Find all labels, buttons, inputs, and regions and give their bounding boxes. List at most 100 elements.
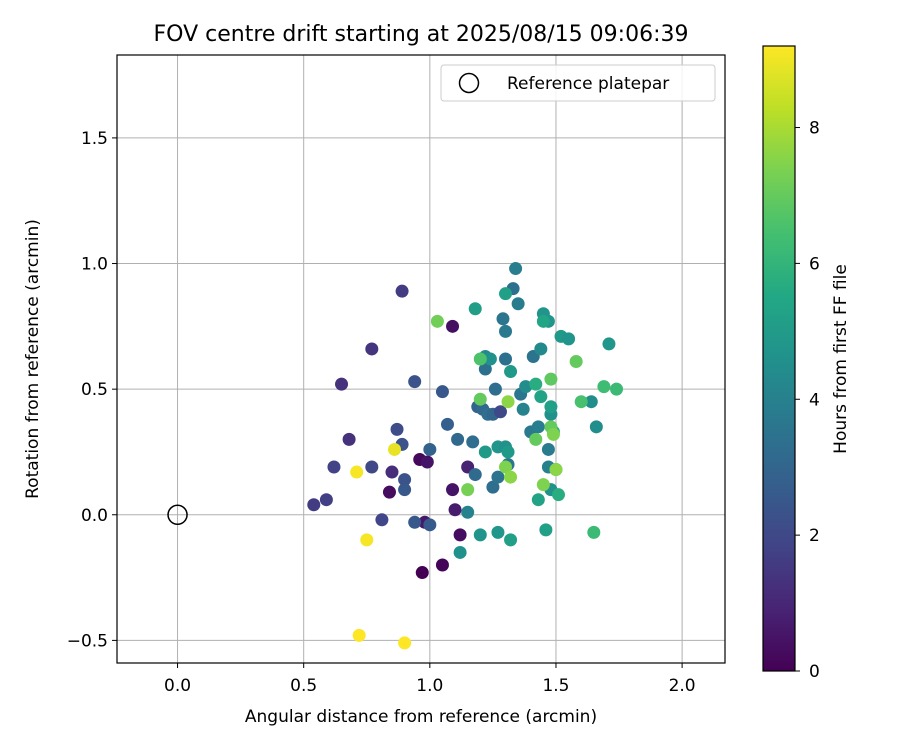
data-point <box>327 460 341 474</box>
data-point <box>499 287 513 301</box>
data-point <box>536 478 550 492</box>
x-tick-label: 0.0 <box>164 676 191 696</box>
colorbar-tick-label: 2 <box>809 526 820 546</box>
data-point <box>473 352 487 366</box>
y-tick-label: 0.5 <box>81 380 108 400</box>
data-point <box>365 342 379 356</box>
data-point <box>511 297 525 311</box>
data-point <box>307 498 321 512</box>
reference-platepar-marker <box>167 504 188 526</box>
colorbar-gradient <box>762 45 796 672</box>
plot-frame <box>116 54 726 664</box>
data-point <box>597 380 611 394</box>
data-point <box>531 493 545 507</box>
data-point <box>519 380 533 394</box>
data-point <box>453 545 467 559</box>
data-point <box>569 355 583 369</box>
data-point <box>468 468 482 482</box>
data-point <box>499 352 513 366</box>
data-point <box>478 445 492 459</box>
data-point <box>440 417 454 431</box>
data-point <box>352 628 366 642</box>
data-point <box>385 465 399 479</box>
data-point <box>335 377 349 391</box>
data-points <box>307 262 624 650</box>
data-point <box>382 485 396 499</box>
data-point <box>516 402 530 416</box>
legend-label: Reference platepar <box>507 74 669 94</box>
x-axis-ticks: 0.0 0.5 1.0 1.5 2.0 <box>164 663 696 696</box>
data-point <box>415 566 429 580</box>
data-point <box>587 525 601 539</box>
data-point <box>551 488 565 502</box>
data-point <box>451 432 465 446</box>
data-point <box>602 337 616 351</box>
data-point <box>468 302 482 316</box>
reference-point <box>167 504 188 526</box>
data-point <box>448 503 462 517</box>
data-point <box>461 483 475 497</box>
data-point <box>461 505 475 519</box>
colorbar-tick-label: 0 <box>809 662 820 682</box>
data-point <box>388 442 402 456</box>
chart-title: FOV centre drift starting at 2025/08/15 … <box>154 22 689 47</box>
data-point <box>504 365 518 379</box>
data-point <box>499 460 513 474</box>
data-point <box>499 324 513 338</box>
data-point <box>546 427 560 441</box>
y-axis-label: Rotation from reference (arcmin) <box>23 219 43 499</box>
data-point <box>375 513 389 527</box>
colorbar-ticks: 0 2 4 6 8 <box>795 119 820 682</box>
data-point <box>435 385 449 399</box>
data-point <box>491 470 505 484</box>
data-point <box>488 382 502 396</box>
data-point <box>529 377 543 391</box>
data-point <box>501 395 515 409</box>
legend-box <box>440 64 716 102</box>
data-point <box>360 533 374 547</box>
data-point <box>398 473 412 487</box>
data-point <box>536 314 550 328</box>
data-point <box>483 352 497 366</box>
data-point <box>446 483 460 497</box>
data-point <box>501 445 515 459</box>
data-point <box>544 372 558 386</box>
data-point <box>541 442 555 456</box>
y-tick-label: −0.5 <box>67 631 108 651</box>
colorbar-tick-label: 8 <box>809 119 820 139</box>
data-point <box>589 420 603 434</box>
data-point <box>486 480 500 494</box>
data-point <box>420 455 434 469</box>
data-point <box>491 525 505 539</box>
data-point <box>504 470 518 484</box>
grid <box>117 55 725 663</box>
colorbar-label: Hours from first FF file <box>831 264 851 454</box>
data-point <box>395 284 409 298</box>
data-point <box>549 463 563 477</box>
data-point <box>531 420 545 434</box>
data-point <box>408 515 422 529</box>
data-point <box>610 382 624 396</box>
colorbar-tick-label: 6 <box>809 254 820 274</box>
data-point <box>342 432 356 446</box>
y-axis-ticks: −0.5 0.0 0.5 1.0 1.5 <box>67 129 117 651</box>
data-point <box>493 405 507 419</box>
data-point <box>529 432 543 446</box>
data-point <box>544 400 558 414</box>
data-point <box>478 362 492 376</box>
y-tick-label: 1.5 <box>81 129 108 149</box>
data-point <box>423 442 437 456</box>
data-point <box>504 533 518 547</box>
data-point <box>390 422 404 436</box>
data-point <box>539 523 553 537</box>
data-point <box>423 518 437 532</box>
data-point <box>446 319 460 333</box>
data-point <box>319 493 333 507</box>
data-point <box>562 332 576 346</box>
data-point <box>584 395 598 409</box>
data-point <box>574 395 588 409</box>
x-tick-label: 0.5 <box>290 676 317 696</box>
data-point <box>453 528 467 542</box>
data-point <box>398 636 412 650</box>
